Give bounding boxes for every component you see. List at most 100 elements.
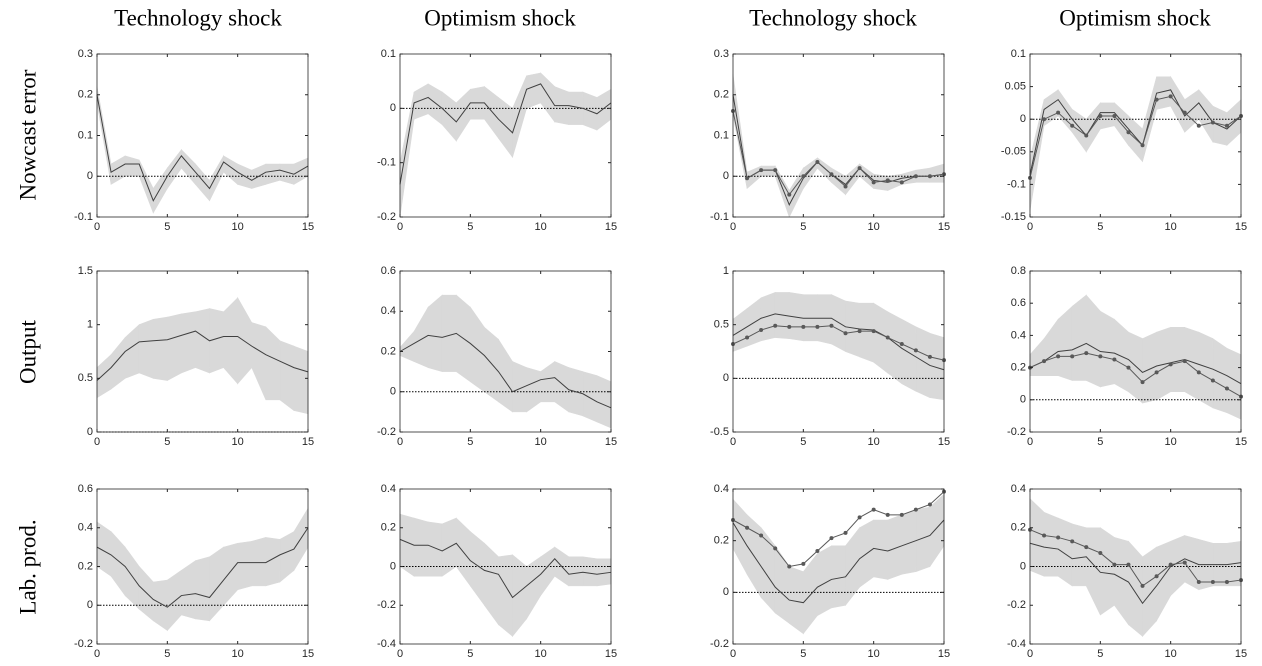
marker: [1056, 535, 1061, 540]
y-tick-label: 0.2: [1011, 362, 1026, 374]
x-tick-label: 10: [1165, 221, 1177, 233]
confidence-band: [582, 371, 598, 423]
confidence-band: [251, 322, 267, 400]
marker: [885, 178, 890, 183]
marker: [1042, 117, 1047, 122]
marker: [1168, 362, 1173, 367]
confidence-band: [181, 149, 196, 186]
x-tick-label: 15: [1235, 648, 1247, 660]
marker: [1070, 354, 1075, 359]
confidence-band: [413, 517, 429, 577]
marker: [1056, 110, 1061, 115]
marker: [913, 348, 918, 353]
x-tick-label: 5: [800, 221, 806, 233]
x-tick-label: 0: [397, 221, 403, 233]
column-title: Optimism shock: [1059, 5, 1211, 30]
confidence-band: [845, 526, 860, 607]
confidence-band: [152, 167, 168, 215]
y-tick-label: -0.4: [377, 638, 396, 650]
confidence-band: [237, 540, 253, 591]
marker: [1210, 580, 1215, 584]
confidence-band: [512, 75, 527, 158]
confidence-band: [167, 313, 182, 381]
confidence-band: [1198, 331, 1214, 409]
y-tick-label: -0.4: [1007, 638, 1026, 650]
x-tick-label: 5: [467, 221, 473, 233]
confidence-band: [209, 154, 224, 201]
confidence-band: [596, 375, 612, 429]
x-tick-label: 5: [467, 648, 473, 660]
confidence-band: [251, 537, 267, 587]
x-tick-label: 5: [164, 648, 170, 660]
confidence-band: [484, 326, 499, 403]
confidence-band: [441, 294, 457, 372]
axes-frame: [732, 270, 945, 433]
marker: [843, 530, 848, 535]
marker: [787, 192, 792, 197]
x-tick-label: 0: [94, 648, 100, 660]
response-line: [1029, 542, 1242, 605]
marker: [1084, 351, 1089, 356]
marker: [1042, 359, 1047, 364]
marker: [913, 174, 918, 179]
marker: [885, 335, 890, 340]
confidence-band: [803, 552, 818, 635]
marker: [1168, 94, 1173, 99]
y-tick-label: 0.2: [1011, 522, 1026, 534]
y-tick-label: -0.05: [1001, 146, 1026, 158]
confidence-band: [831, 167, 846, 196]
marker: [829, 536, 834, 541]
x-tick-label: 15: [302, 436, 314, 448]
confidence-band: [1226, 347, 1242, 420]
marker: [1140, 583, 1145, 588]
confidence-band: [1156, 540, 1171, 622]
column-title: Technology shock: [749, 5, 917, 30]
marker: [815, 324, 820, 329]
confidence-band: [1085, 102, 1101, 153]
y-tick-label: 1: [723, 265, 729, 277]
y-tick-label: 0.4: [1011, 483, 1026, 495]
confidence-band: [124, 155, 140, 177]
confidence-band: [929, 493, 945, 568]
marker: [773, 546, 778, 551]
marker: [899, 512, 904, 517]
marker: [1140, 380, 1145, 385]
axes-frame: [399, 53, 612, 218]
confidence-band: [1100, 310, 1115, 388]
y-tick-label: 0.1: [381, 48, 396, 60]
axes-frame: [732, 488, 945, 645]
marker: [1154, 574, 1159, 579]
y-tick-label: 0.5: [78, 372, 93, 384]
x-tick-label: 15: [938, 221, 950, 233]
marker: [759, 168, 764, 173]
confidence-band: [96, 354, 112, 399]
x-tick-label: 5: [1097, 436, 1103, 448]
confidence-band: [1085, 294, 1101, 388]
marker: [899, 180, 904, 185]
marker: [1084, 133, 1089, 138]
confidence-band: [441, 91, 457, 142]
y-tick-label: 1.5: [78, 265, 93, 277]
marker: [1196, 580, 1201, 584]
response-line: [1029, 89, 1242, 175]
y-tick-label: 0: [723, 170, 729, 182]
x-tick-label: 0: [730, 221, 736, 233]
confidence-band: [279, 531, 295, 583]
x-tick-label: 15: [605, 436, 617, 448]
marker: [815, 549, 820, 553]
x-tick-label: 10: [232, 648, 244, 660]
marker: [801, 324, 806, 329]
x-tick-label: 15: [938, 436, 950, 448]
marker: [773, 168, 778, 173]
confidence-band: [1142, 546, 1157, 638]
confidence-band: [181, 311, 196, 374]
x-tick-label: 5: [800, 648, 806, 660]
confidence-band: [596, 88, 612, 131]
y-tick-label: -0.2: [377, 426, 396, 438]
marker: [871, 180, 876, 185]
confidence-band: [110, 336, 126, 390]
confidence-band: [223, 542, 238, 607]
x-tick-label: 15: [302, 221, 314, 233]
response-line: [1029, 342, 1242, 385]
confidence-band: [760, 292, 776, 342]
